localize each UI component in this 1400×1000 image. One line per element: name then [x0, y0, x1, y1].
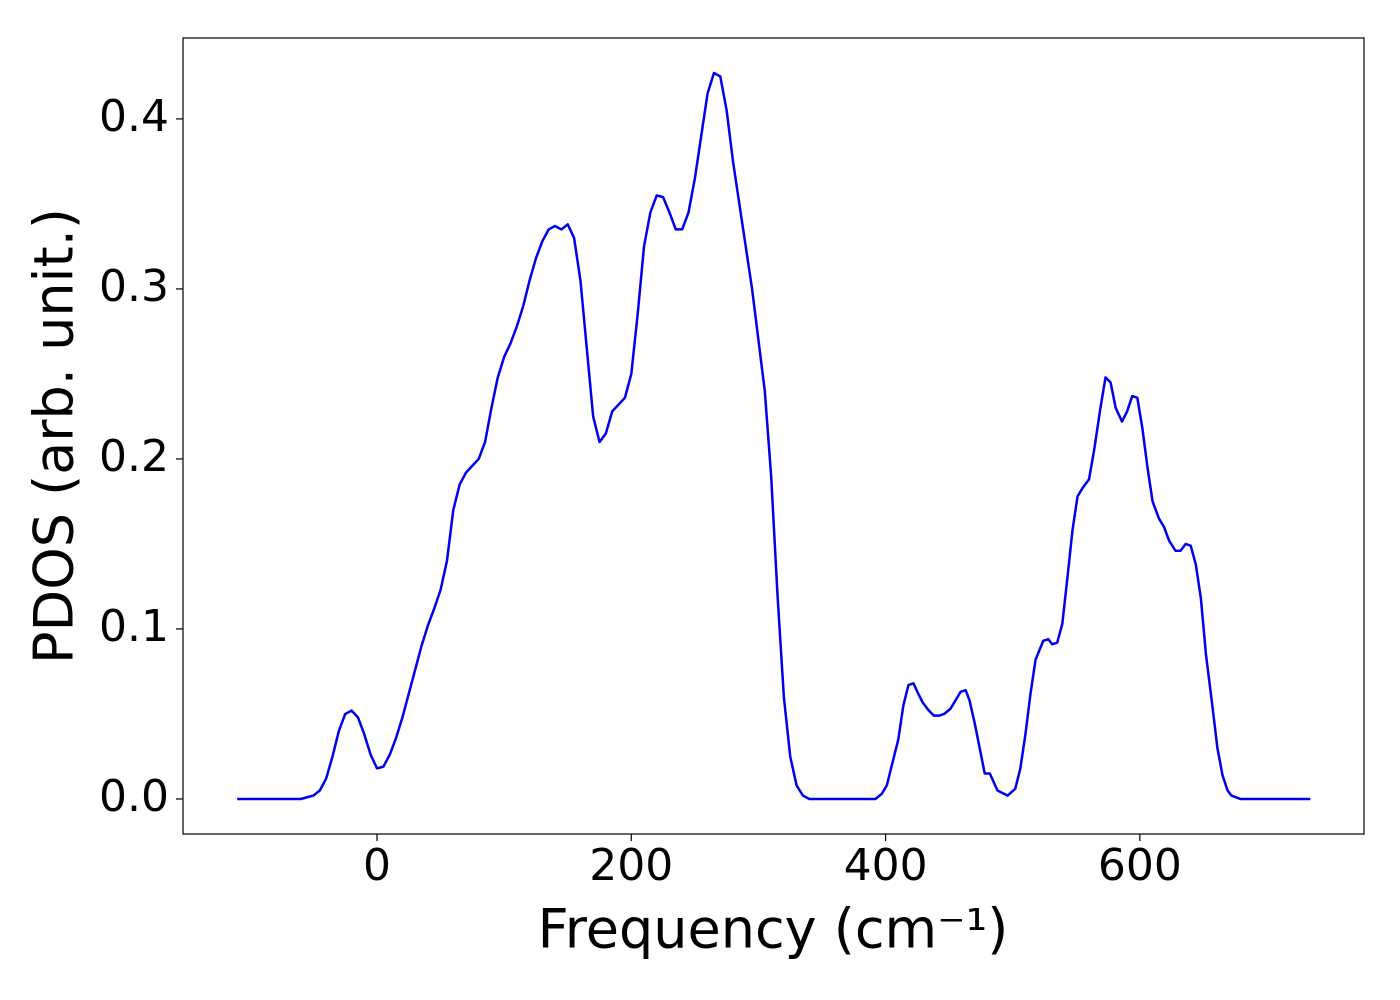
x-tick-label: 600: [1098, 840, 1182, 891]
x-tick-label: 400: [844, 840, 928, 891]
line-series: [237, 71, 1311, 801]
y-axis-title: PDOS (arb. unit.): [23, 208, 86, 664]
y-tick-label: 0.4: [99, 91, 169, 142]
y-tick-label: 0.3: [99, 261, 169, 312]
plot-frame: [182, 37, 1365, 835]
x-tick-label: 0: [363, 840, 391, 891]
y-tick-label: 0.1: [99, 601, 169, 652]
y-tick-label: 0.2: [99, 431, 169, 482]
x-axis-title: Frequency (cm⁻¹): [538, 898, 1009, 961]
y-tick-label: 0.0: [99, 771, 169, 822]
x-tick-label: 200: [589, 840, 673, 891]
